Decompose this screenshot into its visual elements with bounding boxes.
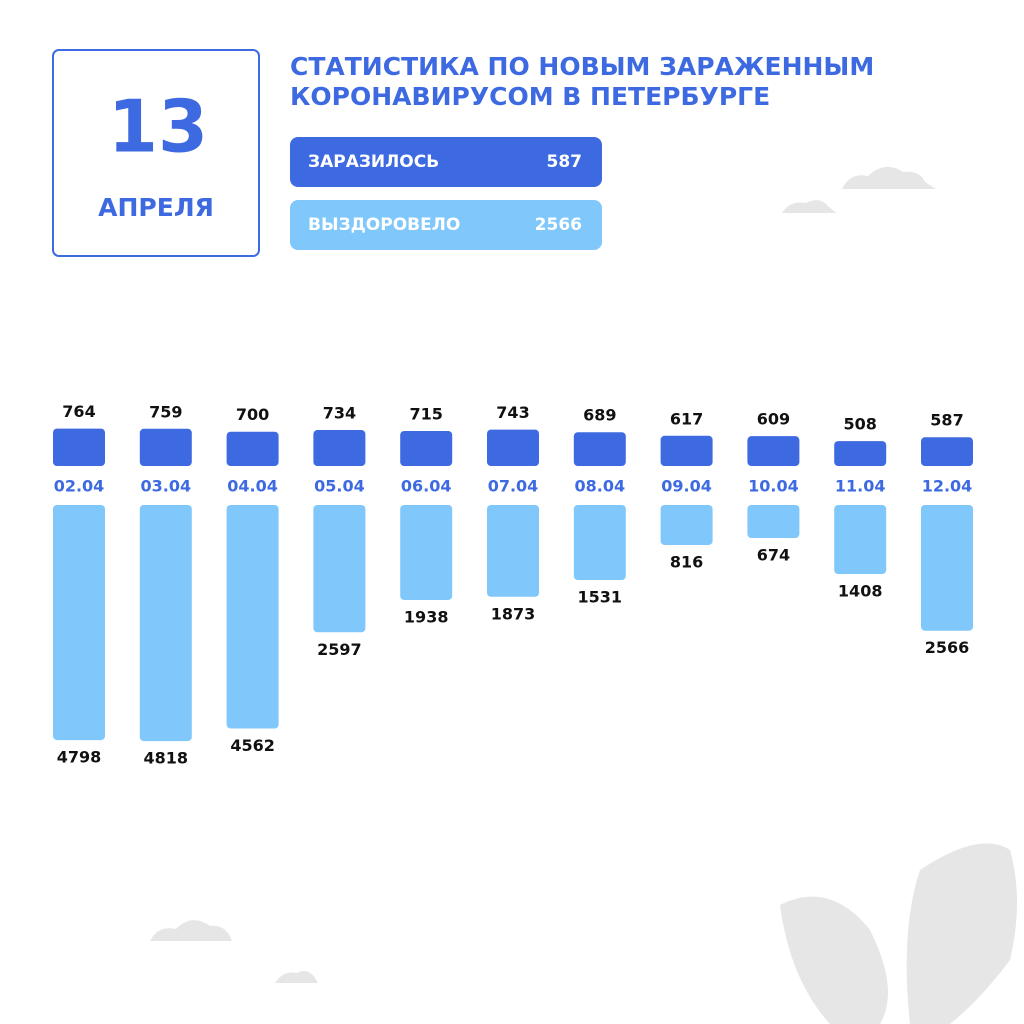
value-label: 2566 [925,638,970,657]
value-label: 689 [583,406,616,425]
bar [400,505,453,600]
value-label: 764 [62,402,95,421]
bar [747,436,800,466]
value-label: 508 [843,415,876,434]
x-tick-label: 06.04 [401,477,452,496]
value-label: 816 [670,552,703,571]
summary-box [290,137,602,187]
x-tick-label: 03.04 [140,477,191,496]
bar [487,505,539,597]
bar [834,441,887,466]
x-tick-label: 12.04 [922,477,973,496]
decoration [150,166,1017,1024]
value-label: 1938 [404,607,449,626]
bar [921,505,973,631]
bar [53,428,105,466]
value-label: 715 [409,404,442,423]
x-tick-label: 02.04 [54,477,105,496]
value-label: 674 [757,546,790,565]
value-label: 617 [670,409,703,428]
month: АПРЕЛЯ [98,193,214,222]
bar [660,435,713,466]
value-label: 700 [236,405,269,424]
x-tick-label: 08.04 [574,477,625,496]
bar [834,505,887,574]
title: КОРОНАВИРУСОМ В ПЕТЕРБУРГЕ [290,82,770,111]
value-label: 4562 [230,736,275,755]
value-label: 4798 [57,748,102,767]
value-label: 743 [496,403,529,422]
value-label: 587 [930,411,963,430]
x-tick-label: 11.04 [835,477,886,496]
x-tick-label: 07.04 [488,477,539,496]
bar [921,437,973,466]
bar [400,430,453,466]
bar [139,428,192,466]
date-box [52,49,260,257]
summary-label: ЗАРАЗИЛОСЬ [308,152,439,172]
bar [226,431,279,466]
bar [747,505,800,539]
bar [139,505,192,742]
value-label: 2597 [317,640,362,659]
bar [226,505,279,729]
bar [660,505,713,545]
summary-value: 587 [547,152,583,172]
summary-value: 2566 [535,215,582,235]
bar [313,505,366,633]
bar [487,429,539,466]
value-label: 4818 [144,749,189,768]
x-tick-label: 04.04 [227,477,278,496]
value-label: 1873 [491,604,536,623]
bar [313,430,366,466]
x-tick-label: 05.04 [314,477,365,496]
value-label: 1531 [578,588,623,607]
day: 13 [108,85,208,169]
value-label: 759 [149,402,182,421]
x-tick-label: 10.04 [748,477,799,496]
value-label: 734 [323,404,356,423]
value-label: 609 [757,410,790,429]
value-label: 1408 [838,581,883,600]
summary-label: ВЫЗДОРОВЕЛО [308,215,460,235]
bar [573,505,626,581]
bar [573,432,626,466]
summary-box [290,200,602,250]
x-tick-label: 09.04 [661,477,712,496]
bar [53,505,105,741]
title: СТАТИСТИКА ПО НОВЫМ ЗАРАЖЕННЫМ [290,52,874,81]
